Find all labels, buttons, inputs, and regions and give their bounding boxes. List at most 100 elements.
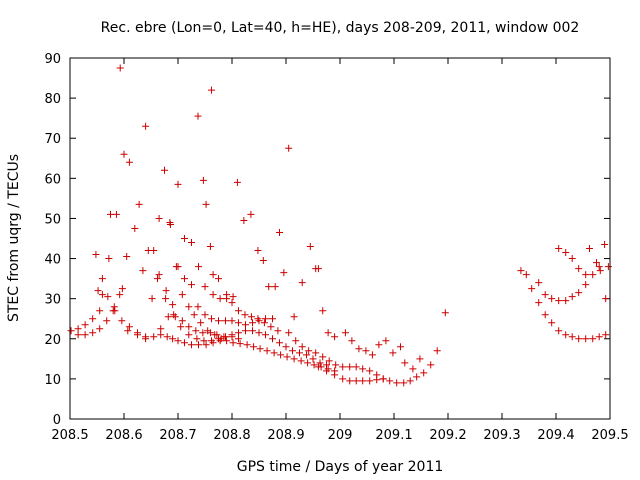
data-point: [282, 343, 290, 351]
data-point: [98, 275, 106, 283]
data-point: [105, 255, 113, 263]
data-point: [202, 200, 210, 208]
data-point: [276, 339, 284, 347]
data-point: [555, 327, 563, 335]
data-point: [193, 335, 201, 343]
data-points: [67, 64, 612, 387]
y-tick-label: 90: [44, 52, 61, 67]
data-point: [386, 377, 394, 385]
data-point: [116, 291, 124, 299]
data-point: [204, 327, 212, 335]
data-point: [236, 340, 244, 348]
series-arc-afternoon-2: [314, 363, 387, 385]
data-point: [396, 343, 404, 351]
data-point: [216, 295, 224, 303]
data-point: [346, 363, 354, 371]
data-point: [201, 311, 209, 319]
y-tick-label: 30: [44, 293, 61, 308]
data-point: [316, 359, 324, 367]
data-point: [362, 347, 370, 355]
data-point: [332, 361, 340, 369]
data-point: [352, 377, 360, 385]
data-point: [585, 245, 593, 253]
y-tick-label: 80: [44, 92, 61, 107]
data-point: [202, 341, 210, 349]
series-arc-high-1: [142, 122, 276, 329]
data-point: [401, 359, 409, 367]
data-point: [298, 279, 306, 287]
data-point: [314, 363, 322, 371]
data-point: [406, 377, 414, 385]
data-point: [596, 267, 604, 275]
data-point: [206, 243, 214, 251]
data-point: [185, 323, 193, 331]
data-point: [269, 335, 276, 343]
x-tick-label: 208.7: [159, 428, 196, 443]
data-point: [298, 343, 306, 351]
data-point: [155, 271, 163, 279]
data-point: [352, 363, 360, 371]
data-point: [604, 263, 612, 271]
data-point: [575, 335, 583, 343]
data-point: [420, 369, 428, 377]
data-point: [303, 351, 311, 359]
data-point: [339, 375, 347, 383]
x-axis-label: GPS time / Days of year 2011: [237, 459, 444, 475]
data-point: [359, 377, 367, 385]
data-point: [355, 345, 363, 353]
data-point: [595, 333, 603, 341]
data-point: [323, 361, 330, 369]
y-axis-label: STEC from uqrg / TECUs: [6, 154, 22, 322]
data-point: [188, 239, 195, 247]
data-point: [195, 263, 203, 271]
data-point: [555, 245, 563, 253]
data-point: [400, 379, 408, 387]
data-point: [233, 178, 241, 186]
data-point: [312, 349, 320, 357]
data-point: [324, 329, 332, 337]
data-point: [161, 166, 168, 174]
data-point: [517, 267, 525, 275]
data-point: [207, 315, 215, 323]
data-point: [180, 339, 188, 347]
data-point: [331, 371, 339, 379]
data-point: [254, 247, 262, 255]
data-point: [595, 263, 603, 271]
data-point: [229, 293, 237, 301]
x-axis-ticks: 208.5 208.6 208.7 208.8 208.9 209 209.1 209.2 20…: [51, 58, 629, 443]
data-point: [209, 271, 217, 279]
data-point: [240, 216, 248, 224]
data-point: [310, 361, 318, 369]
data-point: [309, 355, 317, 363]
data-point: [125, 158, 133, 166]
series-arc-evening-2: [535, 299, 610, 343]
data-point: [228, 317, 236, 325]
data-point: [180, 275, 188, 283]
data-point: [379, 375, 387, 383]
x-tick-label: 209.1: [375, 428, 412, 443]
data-point: [194, 303, 202, 311]
data-point: [296, 349, 303, 357]
data-point: [222, 333, 230, 341]
data-point: [92, 251, 100, 259]
data-point: [178, 291, 186, 299]
data-point: [325, 357, 333, 365]
data-point: [249, 319, 257, 327]
data-point: [269, 315, 276, 323]
data-point: [562, 297, 570, 305]
data-point: [254, 315, 262, 323]
y-tick-label: 40: [44, 253, 61, 268]
series-arc-low-1: [67, 285, 339, 375]
y-tick-label: 20: [44, 333, 61, 348]
data-point: [366, 377, 374, 385]
data-point: [427, 361, 435, 369]
data-point: [283, 353, 291, 361]
data-point: [207, 337, 215, 345]
data-point: [582, 335, 590, 343]
data-point: [243, 341, 251, 349]
data-point: [169, 335, 177, 343]
data-point: [197, 319, 205, 327]
data-point: [111, 307, 119, 315]
data-point: [112, 210, 120, 218]
